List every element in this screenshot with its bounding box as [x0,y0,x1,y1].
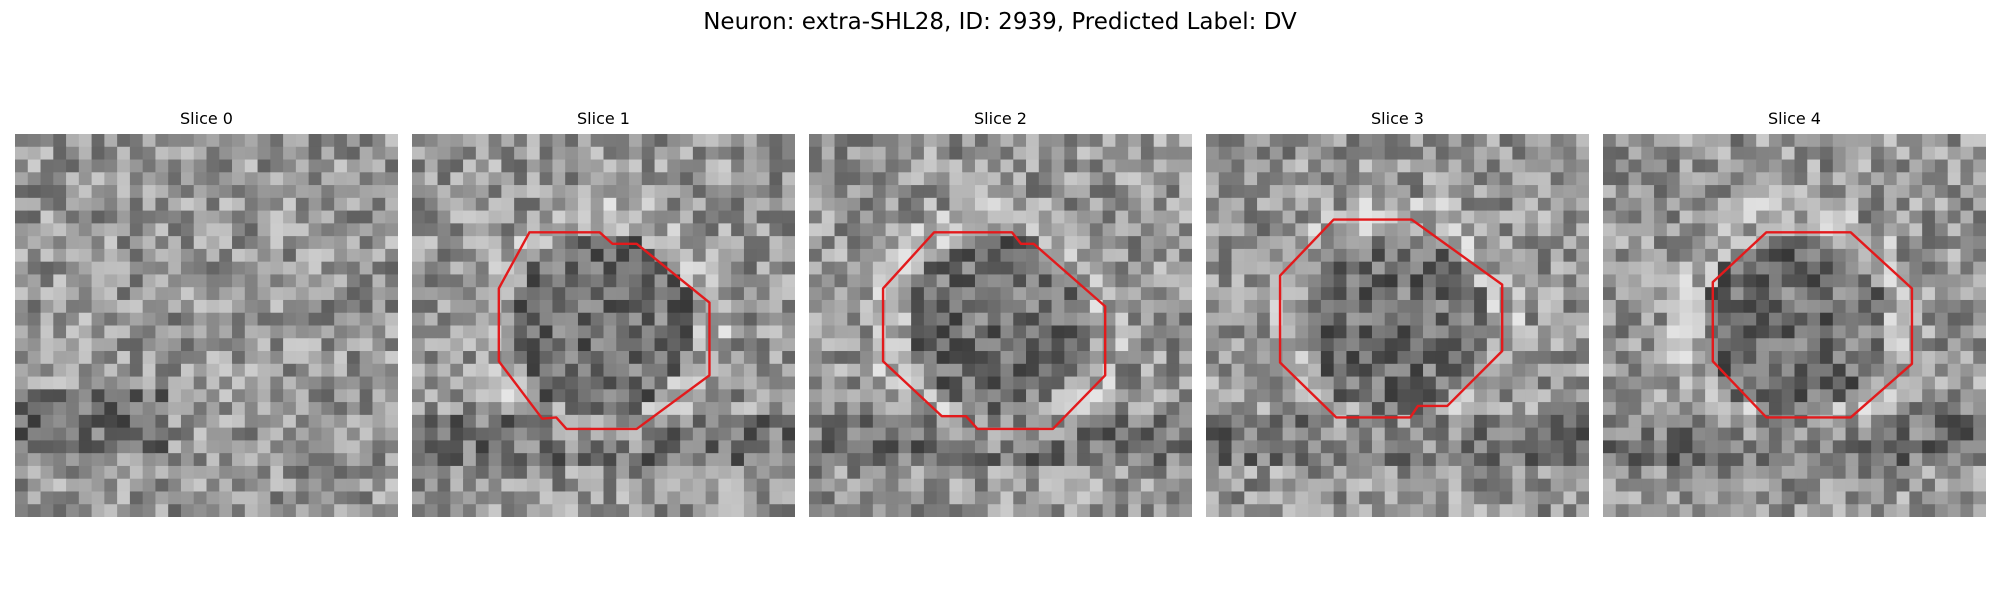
slice-title: Slice 1 [577,109,630,128]
microscopy-pixels [15,134,398,517]
slice-panel-1: Slice 1 [412,108,795,518]
slice-title: Slice 0 [180,109,233,128]
microscopy-pixels [1206,134,1589,517]
slice-panel-3: Slice 3 [1206,108,1589,518]
neuron-contour [883,232,1105,429]
slice-title: Slice 2 [974,109,1027,128]
figure-title: Neuron: extra-SHL28, ID: 2939, Predicted… [703,9,1297,35]
microscopy-pixels [1603,134,1986,517]
slice-image [1206,134,1589,517]
slice-panel-2: Slice 2 [809,108,1192,518]
slice-title: Slice 4 [1768,109,1821,128]
neuron-contour [1280,220,1502,418]
slice-title: Slice 3 [1371,109,1424,128]
slice-image [15,134,398,517]
neuron-contour [1713,232,1912,417]
slice-image [412,134,795,517]
slice-image [809,134,1192,517]
slice-panel-0: Slice 0 [15,108,398,518]
microscopy-pixels [809,134,1192,517]
slice-panel-4: Slice 4 [1603,108,1986,518]
slice-image [1603,134,1986,517]
microscopy-pixels [412,134,795,517]
neuron-contour [499,232,710,429]
